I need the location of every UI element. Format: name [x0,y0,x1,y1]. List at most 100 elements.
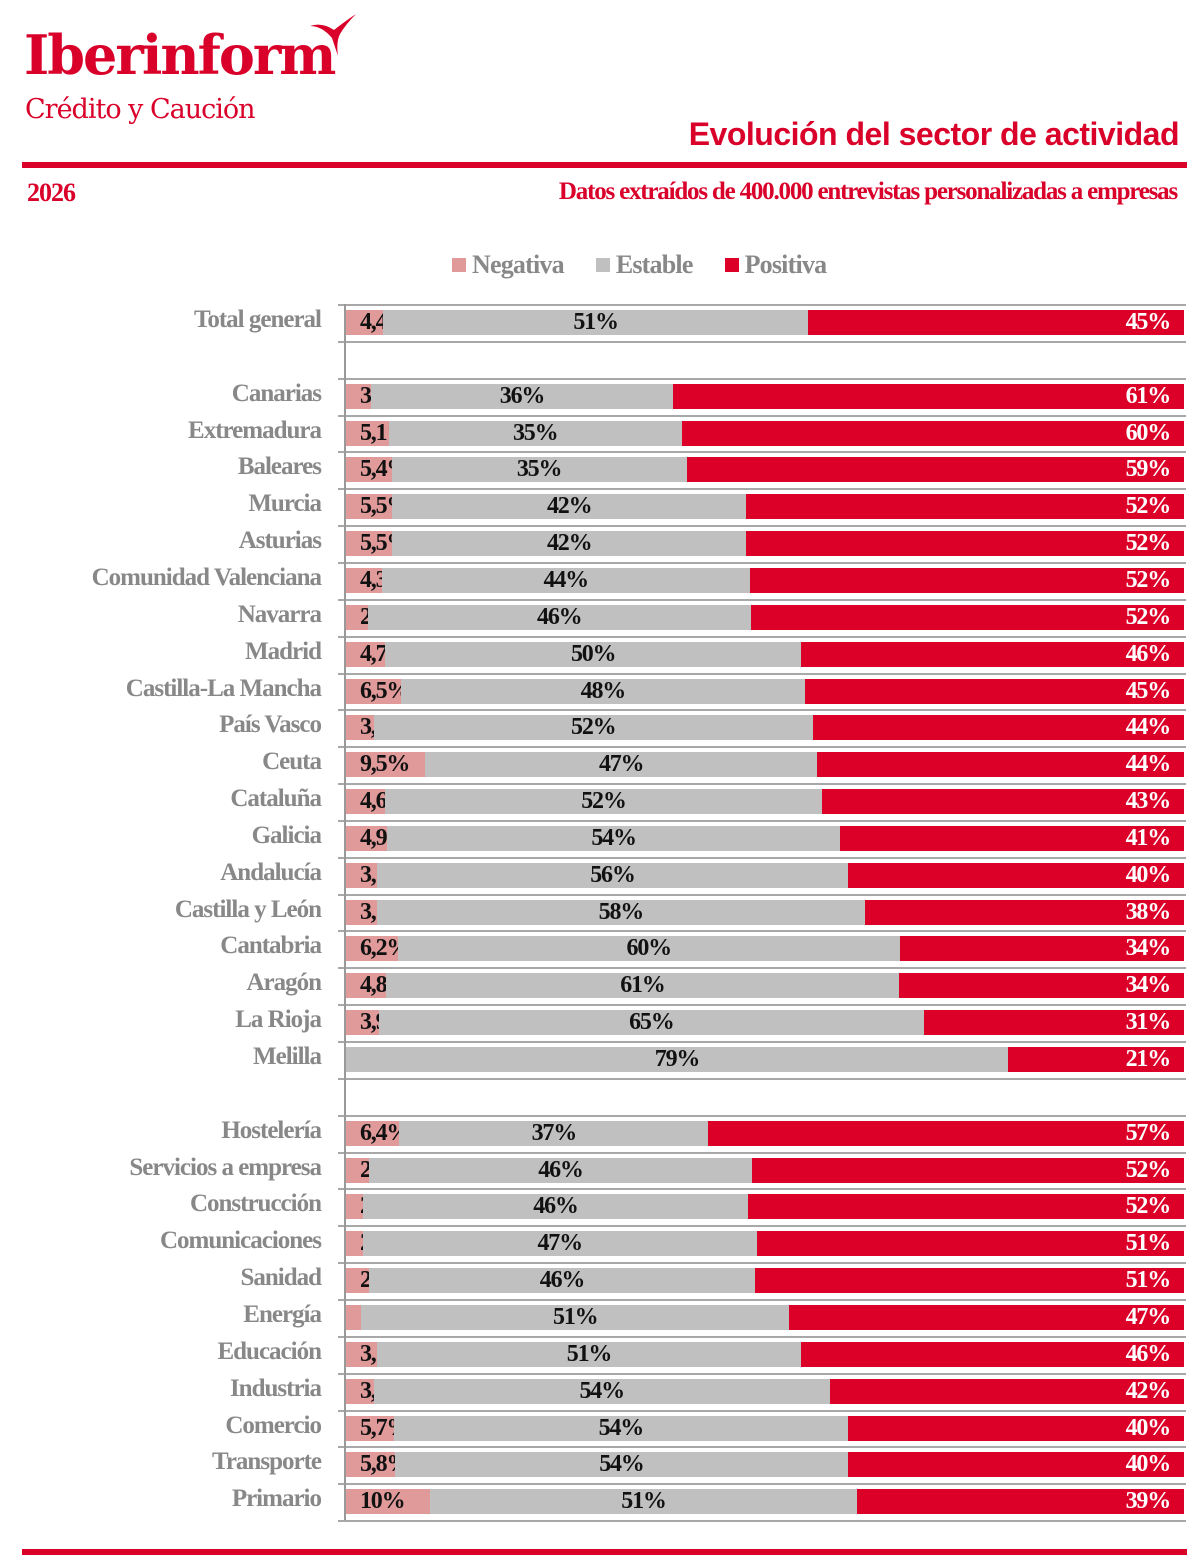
bar-segment-positiva [923,1010,1184,1036]
data-label-estable: 54% [591,824,637,851]
bar-segment-estable [362,1231,757,1257]
bar-segment-negativa [346,1489,430,1515]
row-separator [338,1225,1186,1228]
year-label: 2026 [27,178,76,207]
legend-label: Negativa [472,250,565,279]
row-separator [338,1041,1186,1043]
category-label: Servicios a empresa [129,1153,322,1181]
bar-segment-negativa [346,604,368,630]
row-separator [338,561,1186,564]
bar-segment-positiva [756,1231,1184,1257]
bar-segment-negativa [346,973,387,999]
bar-segment-negativa [346,825,388,851]
divider-bottom [22,1549,1187,1555]
bar-segment-positiva [898,973,1184,999]
bar-segment-estable [378,1010,924,1036]
bar-segment-positiva [829,1378,1184,1404]
category-label: Melilla [253,1043,322,1070]
category-label: Sanidad [240,1264,322,1292]
data-label-estable: 51% [573,309,619,335]
row-separator [338,1372,1186,1375]
bar-segment-positiva [848,1452,1184,1478]
data-label-estable: 46% [539,1267,586,1294]
bar-segment-estable [384,789,823,815]
bar-row: Servicios a empresa2,8%46%52% [0,1152,1201,1189]
subtitle: Datos extraídos de 400.000 entrevistas p… [558,178,1178,205]
bar-segment-positiva [805,678,1184,704]
bar-segment-negativa [346,715,374,741]
bar-segment-negativa [346,1378,374,1404]
data-label-negativa: 9,5% [360,751,410,778]
bar-segment-estable [392,494,747,520]
bar-row: Comercio 5,7% 54% 40% [0,1410,1201,1447]
brand-logo: Iberinform [24,23,336,87]
bar-segment-positiva [686,457,1184,483]
bar-segment-estable [377,899,865,925]
data-label-positiva: 57% [1125,1119,1172,1146]
bar-segment-negativa [346,1452,395,1478]
data-label-positiva: 21% [1125,1046,1172,1072]
bar-segment-negativa [346,1194,363,1220]
bar-row: Industria3,3%54%42% [0,1373,1201,1410]
page-title: Evolución del sector de actividad [688,116,1180,152]
bar-row: La Rioja3,9%65%31% [0,1004,1201,1041]
row-separator [338,856,1186,859]
category-label: Castilla y León [174,895,322,923]
bar-segment-positiva [748,1194,1184,1220]
data-label-negativa: 10% [360,1488,406,1515]
bar-segment-estable [369,1157,752,1183]
data-label-estable: 35% [516,456,563,483]
bar-row: Madrid4,7%50%46% [0,636,1201,673]
bar-segment-negativa [346,531,393,557]
data-label-positiva: 52% [1125,566,1172,593]
data-label-positiva: 60% [1125,419,1172,446]
data-label-estable: 58% [598,898,645,925]
bar-row: Energía1,8%51%47% [0,1299,1201,1336]
data-label-positiva: 45% [1125,309,1172,335]
data-label-positiva: 43% [1125,788,1172,815]
bar-segment-estable [373,1378,830,1404]
bar-segment-negativa [346,1231,363,1257]
bar-segment-estable [382,310,809,335]
legend-label: Estable [615,250,694,279]
bar-segment-positiva [899,936,1184,962]
bar-segment-negativa [346,310,383,335]
category-label: Construcción [189,1190,322,1218]
bar-segment-positiva [864,899,1184,925]
category-label: Aragón [246,969,322,997]
bar-segment-positiva [749,567,1184,593]
category-label: Cantabria [220,932,322,960]
data-label-estable: 35% [512,419,559,446]
bar-segment-negativa [346,494,393,520]
bar-segment-positiva [840,825,1184,851]
row-separator [338,1114,1186,1117]
bar-row: Castilla y León3,7%58%38% [0,894,1201,931]
data-label-positiva: 52% [1125,1193,1172,1220]
category-label: Total general [193,306,322,333]
data-label-estable: 37% [531,1119,578,1146]
bar-segment-estable [362,1194,749,1220]
bar-row: Construcción2,0%46%52% [0,1188,1201,1225]
bar-row: Baleares 5,4% 35% 59% [0,451,1201,488]
bar-segment-estable [385,641,802,667]
bar-segment-negativa [346,383,372,409]
bar-segment-negativa [346,1304,362,1330]
category-label: Castilla-La Mancha [125,674,322,702]
bar-segment-estable [394,1452,849,1478]
y-axis-line [344,304,346,1520]
bar-segment-positiva [801,1341,1184,1367]
data-label-estable: 51% [553,1303,599,1330]
data-label-positiva: 52% [1125,603,1172,630]
bar-segment-negativa [346,1268,369,1294]
row-separator [338,1004,1186,1007]
data-label-positiva: 59% [1125,456,1172,483]
data-label-positiva: 46% [1125,640,1172,667]
data-label-positiva: 38% [1125,898,1172,925]
data-label-estable: 54% [579,1377,626,1404]
legend-item-negativa: Negativa [452,250,565,280]
data-label-positiva: 34% [1125,935,1172,962]
bar-segment-estable [381,567,750,593]
bar-row: Asturias 5,5% 42% 52% [0,525,1201,562]
bar-segment-positiva [817,752,1184,778]
bar-segment-positiva [672,383,1184,409]
